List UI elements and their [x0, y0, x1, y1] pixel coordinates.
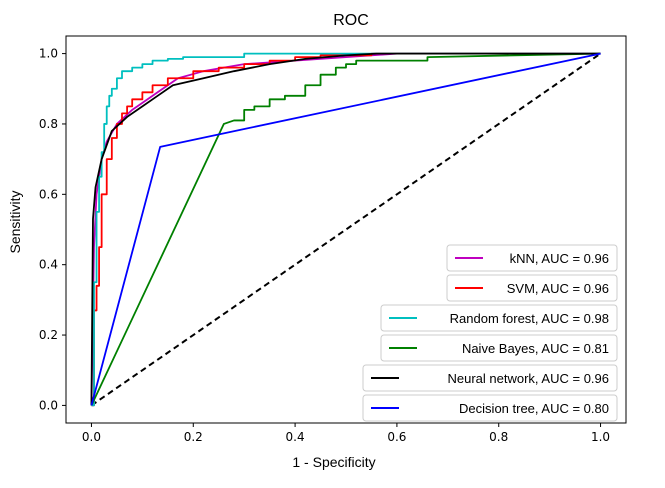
- x-axis: 0.0 0.2 0.4 0.6 0.8 1.0: [82, 423, 610, 444]
- series-line-naive-bayes: [90, 52, 601, 406]
- y-tick-label: 1.0: [39, 47, 58, 61]
- chart-title: ROC: [333, 12, 369, 29]
- x-tick-label: 0.2: [184, 430, 203, 444]
- series-line-decision-tree: [90, 52, 601, 406]
- y-axis-title: Sensitivity: [7, 190, 23, 253]
- x-axis-title: 1 - Specificity: [292, 454, 375, 470]
- y-tick-label: 0.6: [39, 187, 58, 201]
- x-tick-label: 0.6: [387, 430, 406, 444]
- y-tick-label: 0.8: [39, 117, 58, 131]
- series-line-random-forest: [91, 52, 601, 407]
- y-tick-label: 0.2: [39, 328, 58, 342]
- legend: kNN, AUC = 0.96 SVM, AUC = 0.96 Random for…: [362, 244, 618, 422]
- legend-label-svm: SVM, AUC = 0.96: [507, 281, 609, 296]
- legend-label-naive-bayes: Naive Bayes, AUC = 0.81: [462, 341, 609, 356]
- x-tick-label: 0.4: [286, 430, 305, 444]
- axes-frame: [65, 35, 627, 424]
- legend-label-decision-tree: Decision tree, AUC = 0.80: [459, 401, 609, 416]
- series-line-svm: [91, 52, 601, 407]
- legend-label-random-forest: Random forest, AUC = 0.98: [450, 311, 609, 326]
- legend-box: [380, 304, 618, 332]
- y-tick-label: 0.0: [39, 398, 58, 412]
- series-line-neural-network: [90, 52, 601, 406]
- y-axis: 0.0 0.2 0.4 0.6 0.8 1.0: [39, 47, 66, 412]
- legend-box: [380, 334, 618, 362]
- reference-diagonal-line: [90, 52, 602, 407]
- plot-area: [90, 52, 602, 407]
- legend-label-knn: kNN, AUC = 0.96: [510, 251, 609, 266]
- legend-box: [362, 364, 618, 392]
- legend-box: [446, 274, 618, 302]
- x-tick-label: 0.0: [82, 430, 101, 444]
- y-tick-label: 0.4: [39, 258, 58, 272]
- legend-box: [446, 244, 618, 272]
- legend-label-neural-network: Neural network, AUC = 0.96: [448, 371, 610, 386]
- legend-box: [362, 394, 618, 422]
- x-tick-label: 1.0: [591, 430, 610, 444]
- x-tick-label: 0.8: [489, 430, 508, 444]
